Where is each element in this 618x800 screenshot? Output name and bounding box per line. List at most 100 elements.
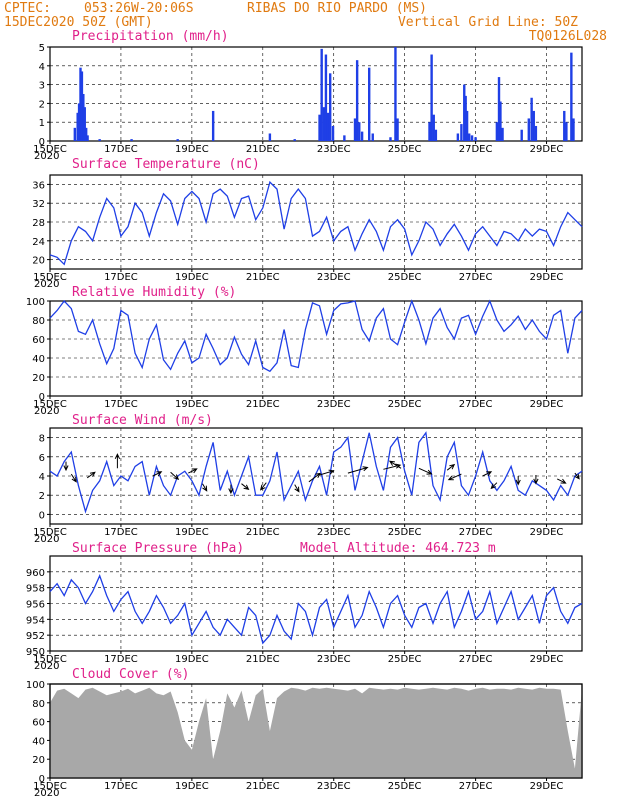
wind-arrow — [574, 472, 580, 480]
x-tick-label: 17DEC — [104, 272, 138, 283]
x-tick-label: 15DEC — [33, 144, 67, 155]
precip-bar — [80, 71, 84, 141]
x-tick-label: 17DEC — [104, 144, 138, 155]
precip-bar — [328, 73, 332, 141]
temperature-title: Surface Temperature (nC) — [72, 157, 260, 172]
wind-arrow — [515, 476, 521, 486]
wind-arrow — [556, 478, 567, 484]
wind-arrow — [294, 484, 300, 493]
precip-bar — [320, 48, 323, 141]
x-tick-label: 21DEC — [246, 144, 280, 155]
x-tick-label: 27DEC — [459, 144, 493, 155]
precip-bar — [331, 125, 335, 141]
wind-arrow — [228, 484, 234, 495]
y-tick-label: 4 — [39, 62, 45, 73]
wind-arrow — [114, 453, 121, 469]
precip-bar — [501, 127, 504, 141]
precip-bar — [460, 124, 463, 141]
precip-bar — [394, 47, 397, 141]
y-tick-label: 40 — [32, 354, 45, 365]
humidity-panel: 0 20 40 60 80 100 15DEC 17DEC 19DEC 21DEC 23DEC 25D… — [26, 297, 583, 417]
x-tick-label: 29DEC — [530, 654, 564, 665]
header-model-code: TQ0126L028 — [529, 29, 607, 44]
pressure-title: Surface Pressure (hPa) — [72, 541, 244, 556]
x-year-label: 2020 — [34, 534, 59, 545]
precip-bar — [268, 133, 272, 141]
precip-bar — [353, 118, 357, 141]
precip-bar — [527, 118, 530, 141]
precip-bar — [464, 95, 467, 141]
precip-bar — [428, 122, 431, 141]
y-tick-label: 32 — [32, 199, 45, 210]
precip-bar — [463, 84, 466, 141]
precip-bar — [83, 107, 86, 141]
cloud-cover-area — [50, 687, 582, 778]
precip-bar — [456, 133, 460, 141]
wind-arrow — [70, 473, 77, 483]
precip-bar — [389, 137, 392, 141]
plot-frame — [49, 300, 583, 397]
y-tick-label: 80 — [32, 316, 45, 327]
wind-arrow — [86, 471, 96, 479]
precip-bar — [396, 118, 399, 141]
y-tick-label: 952 — [26, 631, 45, 642]
wind-arrow — [319, 469, 335, 476]
precip-bar — [565, 122, 568, 141]
precip-bar — [318, 114, 321, 141]
temperature-panel: 20 24 28 32 36 15DEC 17DEC 19DEC 21DEC 23DEC 25DEC… — [32, 174, 583, 290]
precip-bar — [343, 135, 346, 141]
precip-panel: 0 1 2 3 4 5 15DEC 17DEC 19DEC 21DEC 23DEC 25DEC 27DE… — [33, 43, 583, 162]
precip-bar — [497, 77, 501, 141]
y-tick-label: 2 — [39, 99, 45, 110]
x-tick-label: 19DEC — [175, 399, 209, 410]
precip-bar — [324, 54, 328, 141]
precip-title: Precipitation (mm/h) — [72, 29, 229, 44]
precip-bar — [474, 137, 477, 141]
x-tick-label: 23DEC — [317, 781, 351, 792]
y-tick-label: 40 — [32, 736, 45, 747]
humidity-title: Relative Humidity (%) — [72, 285, 236, 300]
x-tick-label: 15DEC — [33, 781, 67, 792]
x-tick-label: 19DEC — [175, 272, 209, 283]
cloud-title: Cloud Cover (%) — [72, 667, 189, 682]
y-tick-label: 60 — [32, 335, 45, 346]
x-tick-label: 23DEC — [317, 399, 351, 410]
y-tick-label: 2 — [39, 491, 45, 502]
x-year-label: 2020 — [34, 151, 59, 162]
y-tick-label: 20 — [32, 373, 45, 384]
x-tick-label: 19DEC — [175, 527, 209, 538]
precip-bar — [360, 131, 364, 141]
y-tick-label: 20 — [32, 755, 45, 766]
wind-arrow — [63, 461, 69, 472]
wind-arrow — [447, 473, 462, 481]
x-tick-label: 29DEC — [530, 527, 564, 538]
precip-bar — [77, 103, 81, 141]
wind-arrow — [188, 468, 198, 474]
header-run: 15DEC2020 50Z (GMT) — [4, 15, 153, 30]
y-tick-label: 960 — [26, 568, 45, 579]
precip-bar — [470, 135, 474, 141]
wind-arrow — [152, 471, 163, 477]
y-tick-label: 954 — [26, 615, 45, 626]
cloud-panel: 0 20 40 60 80 100 15DEC 17DEC 19DEC 21DEC 23DEC 25D… — [26, 680, 583, 799]
precip-bar — [432, 114, 435, 141]
precip-bar — [86, 135, 89, 141]
x-year-label: 2020 — [34, 406, 59, 417]
x-year-label: 2020 — [34, 661, 59, 672]
wind-arrow — [388, 460, 402, 469]
y-tick-label: 0 — [39, 510, 45, 521]
x-tick-label: 27DEC — [459, 527, 493, 538]
wind-arrow — [446, 463, 456, 471]
y-tick-label: 5 — [39, 43, 45, 54]
pressure-subtitle: Model Altitude: 464.723 m — [300, 541, 496, 556]
precip-bar — [495, 122, 499, 141]
plot-frame — [49, 46, 583, 142]
x-tick-label: 15DEC — [33, 272, 67, 283]
x-tick-label: 29DEC — [530, 781, 564, 792]
y-tick-label: 956 — [26, 600, 45, 611]
precip-bar — [534, 125, 538, 141]
y-tick-label: 0 — [39, 774, 45, 785]
x-tick-label: 21DEC — [246, 654, 280, 665]
wind-arrow — [241, 483, 250, 491]
